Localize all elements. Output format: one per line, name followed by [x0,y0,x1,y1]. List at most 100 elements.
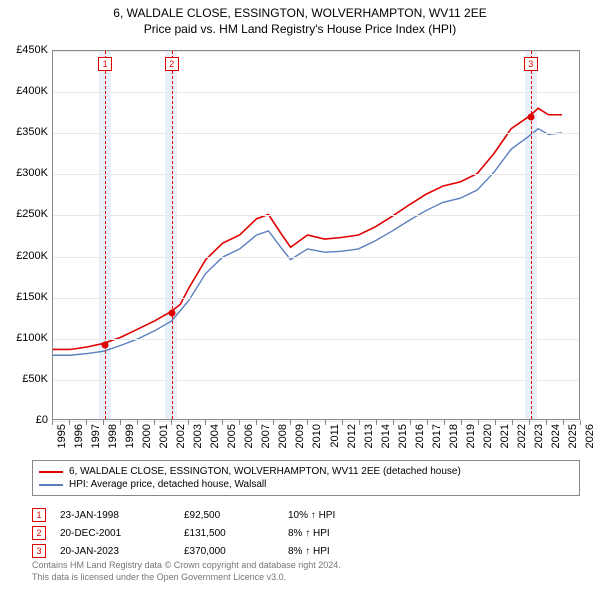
legend-swatch-hpi [39,484,63,486]
xtick-mark [393,420,394,425]
event-marker-box: 1 [98,57,112,71]
event-price: £92,500 [184,510,274,521]
xtick-label: 2000 [141,424,153,448]
xtick-label: 2004 [209,424,221,448]
xtick-mark [376,420,377,425]
xtick-mark [563,420,564,425]
xtick-mark [427,420,428,425]
gridline-h [53,51,579,52]
chart-svg [53,51,579,419]
series-line-property [53,108,562,349]
xtick-label: 2009 [294,424,306,448]
event-row: 2 20-DEC-2001 £131,500 8% ↑ HPI [32,524,580,542]
events-table: 1 23-JAN-1998 £92,500 10% ↑ HPI 2 20-DEC… [32,506,580,560]
xtick-label: 2020 [482,424,494,448]
xtick-label: 2024 [550,424,562,448]
xtick-mark [461,420,462,425]
xtick-label: 2008 [277,424,289,448]
xtick-label: 1998 [107,424,119,448]
xtick-mark [359,420,360,425]
legend-label-hpi: HPI: Average price, detached house, Wals… [69,479,266,490]
event-row: 3 20-JAN-2023 £370,000 8% ↑ HPI [32,542,580,560]
event-price: £370,000 [184,546,274,557]
footer-line1: Contains HM Land Registry data © Crown c… [32,560,580,572]
xtick-label: 2012 [346,424,358,448]
footer-line2: This data is licensed under the Open Gov… [32,572,580,584]
xtick-mark [137,420,138,425]
chart-titles: 6, WALDALE CLOSE, ESSINGTON, WOLVERHAMPT… [0,0,600,36]
sale-dot [102,341,109,348]
xtick-mark [120,420,121,425]
event-index-box: 3 [32,544,46,558]
xtick-label: 1997 [90,424,102,448]
xtick-label: 2003 [192,424,204,448]
xtick-mark [512,420,513,425]
xtick-mark [580,420,581,425]
gridline-h [53,380,579,381]
event-hpi: 8% ↑ HPI [288,546,378,557]
xtick-label: 2005 [226,424,238,448]
xtick-mark [69,420,70,425]
xtick-label: 2026 [584,424,596,448]
gridline-h [53,92,579,93]
xtick-label: 2018 [448,424,460,448]
xtick-mark [188,420,189,425]
legend-label-property: 6, WALDALE CLOSE, ESSINGTON, WOLVERHAMPT… [69,466,461,477]
xtick-label: 2011 [329,424,341,448]
xtick-mark [86,420,87,425]
xtick-mark [325,420,326,425]
xtick-label: 2022 [516,424,528,448]
xtick-mark [273,420,274,425]
event-date: 23-JAN-1998 [60,510,170,521]
legend-row: HPI: Average price, detached house, Wals… [39,478,573,491]
ytick-label: £400K [0,85,48,97]
legend: 6, WALDALE CLOSE, ESSINGTON, WOLVERHAMPT… [32,460,580,496]
xtick-label: 2023 [533,424,545,448]
event-marker-box: 3 [524,57,538,71]
xtick-mark [290,420,291,425]
xtick-label: 2025 [567,424,579,448]
ytick-label: £300K [0,167,48,179]
event-vline [531,51,532,419]
xtick-mark [529,420,530,425]
xtick-label: 1996 [73,424,85,448]
xtick-mark [478,420,479,425]
chart-container: 6, WALDALE CLOSE, ESSINGTON, WOLVERHAMPT… [0,0,600,590]
event-price: £131,500 [184,528,274,539]
xtick-mark [205,420,206,425]
ytick-label: £350K [0,126,48,138]
xtick-mark [222,420,223,425]
event-row: 1 23-JAN-1998 £92,500 10% ↑ HPI [32,506,580,524]
gridline-h [53,257,579,258]
xtick-label: 2010 [311,424,323,448]
ytick-label: £450K [0,44,48,56]
xtick-label: 2013 [363,424,375,448]
xtick-mark [103,420,104,425]
xtick-mark [546,420,547,425]
xtick-label: 2017 [431,424,443,448]
event-index-box: 1 [32,508,46,522]
xtick-mark [256,420,257,425]
xtick-mark [444,420,445,425]
ytick-label: £150K [0,291,48,303]
xtick-label: 2007 [260,424,272,448]
gridline-h [53,339,579,340]
event-hpi: 8% ↑ HPI [288,528,378,539]
xtick-label: 2021 [499,424,511,448]
ytick-label: £0 [0,414,48,426]
legend-swatch-property [39,471,63,473]
sale-dot [168,309,175,316]
xtick-mark [342,420,343,425]
legend-row: 6, WALDALE CLOSE, ESSINGTON, WOLVERHAMPT… [39,465,573,478]
xtick-label: 2014 [380,424,392,448]
xtick-label: 1999 [124,424,136,448]
xtick-mark [154,420,155,425]
xtick-label: 2006 [243,424,255,448]
footer: Contains HM Land Registry data © Crown c… [32,560,580,583]
title-line2: Price paid vs. HM Land Registry's House … [0,22,600,36]
xtick-label: 2016 [414,424,426,448]
xtick-label: 2001 [158,424,170,448]
xtick-mark [52,420,53,425]
ytick-label: £100K [0,332,48,344]
event-marker-box: 2 [165,57,179,71]
